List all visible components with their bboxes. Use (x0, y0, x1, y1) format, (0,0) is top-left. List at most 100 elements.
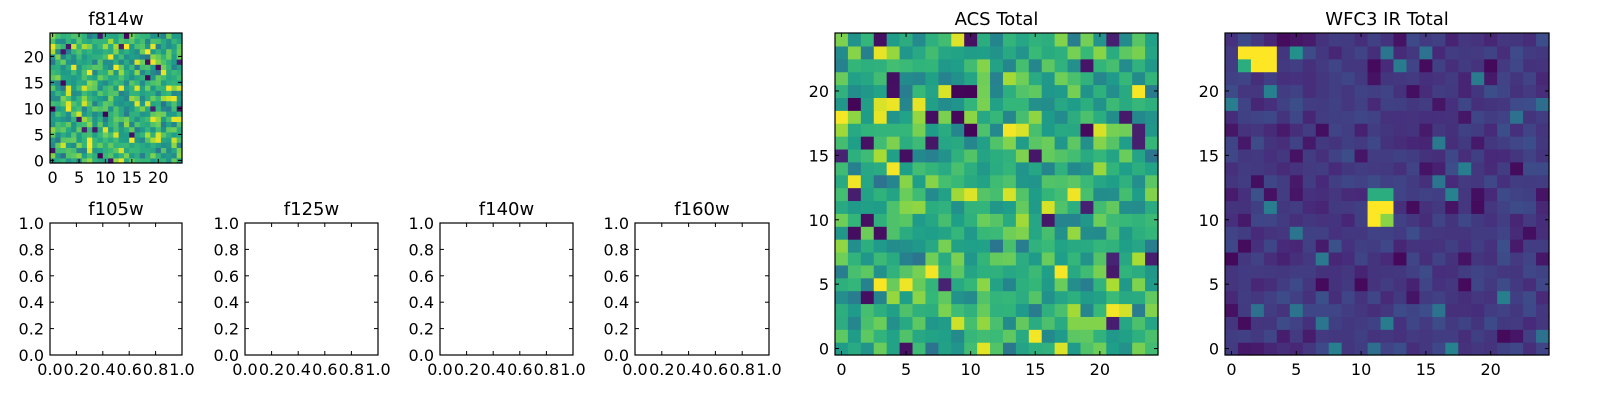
heatmap-cell (1484, 136, 1498, 150)
heatmap-cell (1458, 251, 1472, 266)
heatmap-cell (160, 64, 167, 70)
heatmap-cell (1225, 97, 1239, 111)
heatmap-cell (134, 85, 141, 91)
heatmap-cell (990, 161, 1004, 176)
heatmap-cell (145, 43, 151, 50)
heatmap-cell (86, 116, 93, 122)
heatmap-cell (1367, 136, 1382, 150)
heatmap-cell (847, 277, 862, 292)
heatmap-cell (1341, 316, 1356, 330)
heatmap-cell (1276, 329, 1291, 343)
heatmap-cell (1406, 239, 1420, 253)
heatmap-cell (1419, 213, 1433, 227)
heatmap-cell (886, 136, 901, 150)
heatmap-cell (1354, 303, 1369, 317)
heatmap-cell (1002, 174, 1017, 189)
heatmap-cell (1237, 58, 1252, 73)
x-tick-label: 5 (1291, 360, 1301, 379)
heatmap-cell (964, 239, 978, 253)
heatmap-cell (886, 161, 901, 176)
heatmap-cell (55, 105, 62, 112)
heatmap-cell (150, 48, 157, 55)
heatmap-cell (1419, 303, 1433, 317)
heatmap-cell (899, 45, 914, 60)
heatmap-cell (912, 84, 927, 98)
heatmap-cell (129, 131, 136, 138)
heatmap-cell (76, 38, 83, 44)
heatmap-cell (990, 213, 1004, 227)
heatmap-cell (847, 123, 862, 137)
heatmap-cell (1380, 187, 1395, 202)
heatmap-cell (155, 69, 162, 76)
heatmap-cell (92, 152, 99, 159)
heatmap-cell (1041, 290, 1056, 305)
heatmap-cell (76, 131, 83, 138)
heatmap-cell (1276, 33, 1291, 47)
heatmap-cell (1054, 316, 1069, 330)
heatmap-cell (1289, 251, 1304, 266)
heatmap-cell (938, 187, 952, 202)
heatmap-cell (102, 121, 109, 128)
heatmap-cell (1497, 45, 1511, 60)
heatmap-cell (1536, 251, 1550, 266)
heatmap-cell (1302, 251, 1317, 266)
heatmap-cell (129, 79, 136, 86)
heatmap-cell (912, 148, 927, 163)
heatmap-cell (1067, 213, 1082, 227)
heatmap-cell (1028, 84, 1043, 98)
heatmap-cell (1367, 33, 1382, 47)
heatmap-cell (1341, 110, 1356, 124)
heatmap-cell (1106, 251, 1120, 266)
heatmap-cell (1041, 174, 1056, 189)
heatmap-cell (1041, 97, 1056, 111)
heatmap-cell (118, 152, 125, 159)
heatmap-cell (860, 342, 875, 356)
heatmap-cell (1237, 239, 1252, 253)
heatmap-cell (65, 126, 72, 133)
heatmap-cell (873, 45, 888, 60)
x-tick-label: 0.4 (480, 360, 505, 379)
heatmap-cell (925, 316, 939, 330)
heatmap-cell (1510, 226, 1524, 240)
y-tick-label: 0.8 (604, 240, 629, 259)
heatmap-cell (990, 329, 1004, 343)
heatmap-cell (113, 85, 120, 91)
heatmap-cell (166, 126, 173, 133)
heatmap-cell (964, 264, 978, 279)
axes-frame (244, 222, 379, 356)
heatmap-cell (925, 136, 939, 150)
heatmap-cell (145, 48, 151, 55)
heatmap-cell (1315, 136, 1330, 150)
heatmap-cell (1315, 316, 1330, 330)
heatmap-cell (977, 251, 991, 266)
heatmap-cell (1119, 161, 1133, 176)
heatmap-cell (977, 213, 991, 227)
heatmap-cell (1263, 303, 1278, 317)
heatmap-cell (71, 79, 77, 86)
y-tick-label: 5 (34, 125, 44, 144)
heatmap-cell (925, 148, 939, 163)
heatmap-cell (886, 174, 901, 189)
x-tick-label: 0.6 (116, 360, 141, 379)
heatmap-cell (1106, 45, 1120, 60)
heatmap-cell (1432, 264, 1446, 279)
heatmap-cell (1302, 58, 1317, 73)
heatmap-cell (81, 64, 88, 70)
heatmap-cell (951, 71, 965, 86)
heatmap-cell (1432, 58, 1446, 73)
heatmap-cells (835, 33, 1159, 356)
heatmap-cell (1028, 148, 1043, 163)
heatmap-cell (1341, 84, 1356, 98)
heatmap-cell (951, 329, 965, 343)
heatmap-cell (71, 105, 77, 112)
heatmap-cell (1132, 277, 1146, 292)
heatmap-cell (150, 105, 157, 112)
heatmap-cell (118, 95, 125, 102)
heatmap-cell (1225, 226, 1239, 240)
y-tick-label: 0.6 (19, 267, 44, 286)
heatmap-cell (92, 100, 99, 107)
heatmap-cell (139, 85, 146, 91)
heatmap-cell (123, 33, 130, 39)
heatmap-cell (1536, 123, 1550, 137)
heatmap-cell (71, 116, 77, 122)
